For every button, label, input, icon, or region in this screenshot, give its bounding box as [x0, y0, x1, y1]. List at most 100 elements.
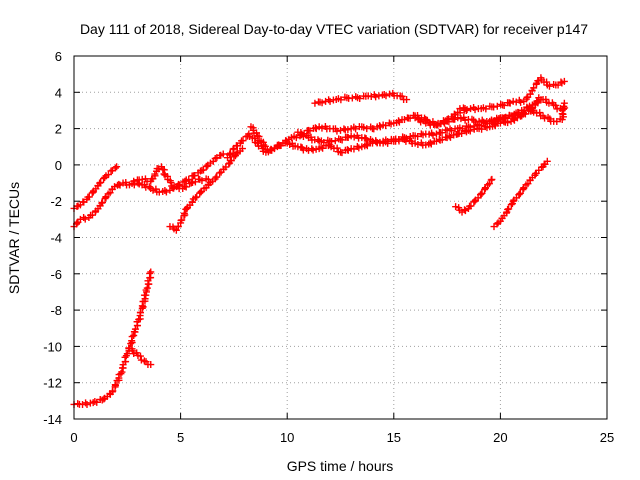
data-point-fill	[318, 124, 326, 132]
data-point-fill	[414, 140, 422, 148]
series-arc6	[166, 145, 246, 234]
data-point	[535, 94, 543, 102]
data-point-fill	[398, 92, 406, 100]
data-point-fill	[436, 120, 444, 128]
data-point-fill	[136, 308, 144, 316]
data-point-fill	[277, 142, 285, 150]
data-point-fill	[131, 325, 139, 333]
series-arc2	[125, 344, 155, 369]
data-point-fill	[85, 193, 93, 201]
data-point-fill	[372, 93, 380, 101]
data-point-fill	[490, 103, 498, 111]
data-point-fill	[429, 131, 437, 139]
data-point-fill	[466, 127, 474, 135]
series-arc1	[70, 268, 155, 409]
data-point	[403, 96, 411, 104]
data-point-fill	[320, 138, 328, 146]
data-point-fill	[239, 137, 247, 145]
data-point-fill	[552, 101, 560, 109]
data-point	[130, 177, 138, 185]
data-point-fill	[505, 205, 513, 213]
data-point-fill	[395, 117, 403, 125]
data-point	[443, 116, 451, 124]
data-point-fill	[478, 125, 486, 133]
data-point-fill	[182, 183, 190, 191]
data-point	[172, 226, 180, 234]
data-point	[386, 90, 394, 98]
data-point	[375, 92, 383, 100]
data-point-fill	[292, 134, 300, 142]
data-point-fill	[509, 115, 517, 123]
data-point-fill	[541, 114, 549, 122]
x-tick-label: 15	[387, 430, 401, 445]
data-point-fill	[545, 82, 553, 90]
x-tick-label: 20	[493, 430, 507, 445]
y-tick-label: 4	[55, 85, 62, 100]
series-arc10	[311, 89, 411, 107]
data-point-fill	[97, 178, 105, 186]
data-point-fill	[198, 177, 206, 185]
y-tick-label: 6	[55, 49, 62, 64]
y-tick-label: -4	[50, 231, 62, 246]
data-point-fill	[227, 157, 235, 165]
data-point	[117, 370, 125, 378]
data-point-fill	[227, 149, 235, 157]
data-point-fill	[521, 110, 529, 118]
y-tick-label: 2	[55, 122, 62, 137]
data-point-fill	[504, 119, 512, 127]
data-point-fill	[382, 92, 390, 100]
data-point-fill	[216, 169, 224, 177]
x-tick-label: 10	[280, 430, 294, 445]
chart-title: Day 111 of 2018, Sidereal Day-to-day VTE…	[80, 21, 588, 37]
data-point-fill	[350, 133, 358, 141]
data-point-fill	[136, 352, 144, 360]
data-point	[467, 105, 475, 113]
data-point-fill	[340, 125, 348, 133]
data-point-fill	[98, 198, 106, 206]
data-point-fill	[333, 144, 341, 152]
data-point-fill	[109, 387, 117, 395]
series-arc3	[70, 163, 121, 212]
data-point-fill	[128, 333, 136, 341]
data-point	[147, 268, 155, 276]
series-arc12	[456, 74, 568, 114]
data-point-fill	[515, 191, 523, 199]
data-point-fill	[337, 96, 345, 104]
x-tick-label: 0	[70, 430, 77, 445]
data-point-fill	[471, 106, 479, 114]
data-point	[219, 150, 227, 158]
data-point	[422, 119, 430, 127]
data-point-fill	[476, 191, 484, 199]
data-point-fill	[352, 125, 360, 133]
y-axis-title: SDTVAR / TECUs	[6, 182, 22, 294]
data-point	[543, 157, 551, 165]
data-point-fill	[213, 173, 221, 181]
x-tick-label: 25	[600, 430, 614, 445]
y-tick-label: -8	[50, 303, 62, 318]
data-point-fill	[362, 141, 370, 149]
data-point-fill	[180, 209, 188, 217]
data-point-fill	[536, 109, 544, 117]
data-point	[100, 395, 108, 403]
data-point-fill	[516, 189, 524, 197]
data-point	[368, 137, 376, 145]
data-point-fill	[162, 188, 170, 196]
data-point-fill	[299, 132, 307, 140]
data-point-fill	[146, 269, 154, 277]
y-tick-label: -12	[43, 376, 62, 391]
series-arc13	[452, 175, 496, 216]
data-point-fill	[482, 105, 490, 113]
data-point-fill	[517, 98, 525, 106]
data-point-fill	[104, 171, 112, 179]
data-point-fill	[558, 110, 566, 118]
data-point-fill	[178, 216, 186, 224]
data-point-fill	[317, 143, 325, 151]
x-tick-label: 5	[177, 430, 184, 445]
data-point-fill	[414, 132, 422, 140]
y-tick-label: -10	[43, 339, 62, 354]
data-points	[70, 74, 569, 409]
series-arc8	[247, 99, 569, 157]
data-point-fill	[199, 166, 207, 174]
data-point-fill	[467, 202, 475, 210]
